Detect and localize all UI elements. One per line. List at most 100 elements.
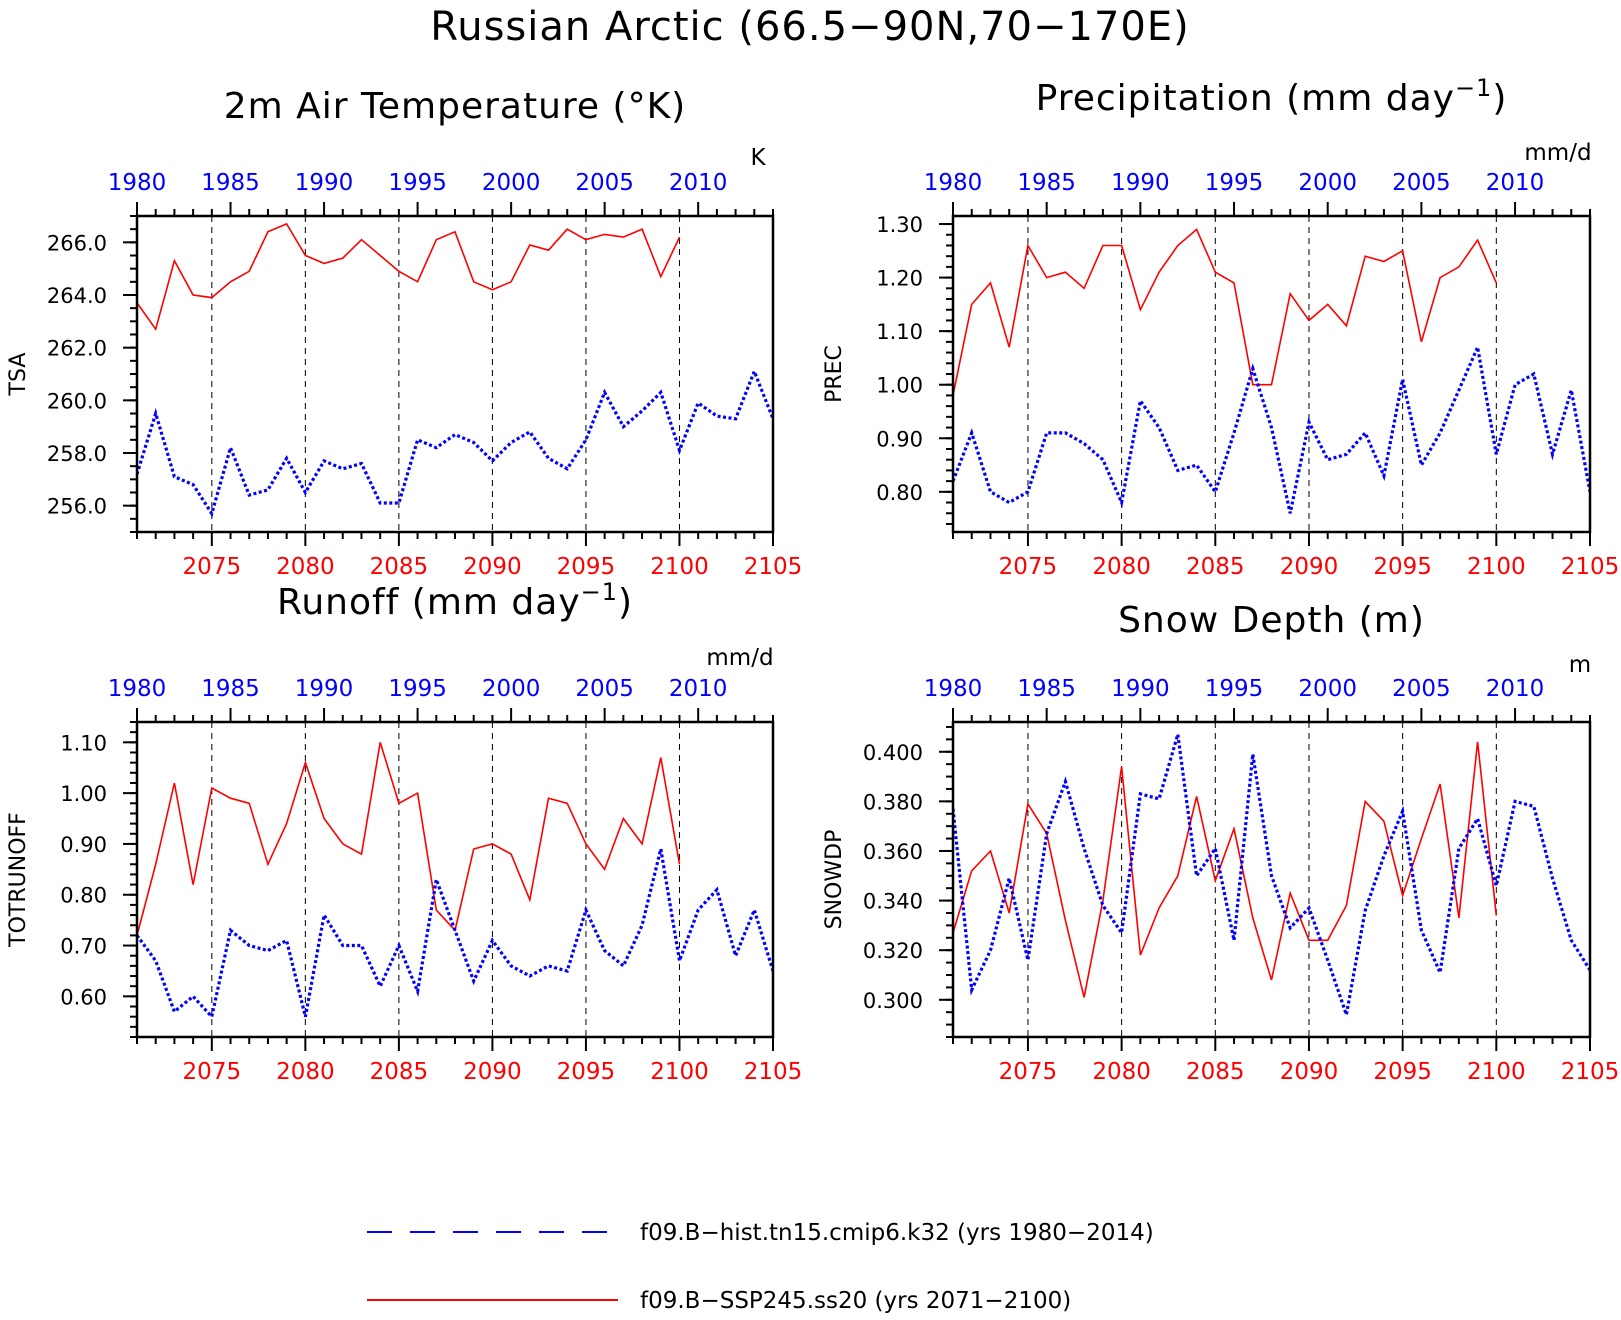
y-tick-label: 0.300 [863, 989, 923, 1013]
legend: f09.B−hist.tn15.cmip6.k32 (yrs 1980−2014… [367, 1220, 1154, 1314]
x-tick-label-top: 2010 [1486, 676, 1545, 702]
panel-precipitation: Precipitation (mm day−1) mm/d PREC 2075 2080… [822, 74, 1619, 580]
legend-label-future: f09.B−SSP245.ss20 (yrs 2071−2100) [640, 1288, 1071, 1314]
y-tick-label: 0.90 [876, 427, 923, 451]
x-tick-label-bottom: 2080 [276, 554, 335, 580]
x-tick-label-top: 2010 [669, 676, 728, 702]
y-tick-label: 266.0 [47, 231, 107, 255]
x-tick-label-bottom: 2085 [1186, 554, 1245, 580]
y-tick-label: 0.80 [876, 481, 923, 505]
y-tick-label: 258.0 [47, 442, 107, 466]
series-line-historical [137, 371, 773, 513]
panel-title-superscript: −1 [581, 578, 618, 606]
panel-title-main: Runoff (mm day [277, 582, 581, 623]
x-tick-label-top: 1995 [1205, 170, 1264, 196]
x-tick-label-bottom: 2075 [999, 554, 1058, 580]
series-line-future [953, 229, 1496, 395]
series-line-future [137, 742, 680, 935]
y-tick-label: 0.380 [863, 790, 923, 814]
x-tick-label-bottom: 2090 [463, 554, 522, 580]
y-tick-label: 262.0 [47, 337, 107, 361]
y-tick-label: 256.0 [47, 495, 107, 519]
plot-frame [137, 216, 773, 532]
y-tick-label: 0.400 [863, 741, 923, 765]
x-tick-label-top: 2010 [1486, 170, 1545, 196]
x-tick-label-bottom: 2075 [183, 1059, 242, 1085]
units-label: m [1569, 652, 1591, 678]
units-label: mm/d [1524, 140, 1591, 166]
y-tick-label: 0.340 [863, 890, 923, 914]
x-tick-label-top: 1990 [1111, 170, 1170, 196]
panel-snow-depth: Snow Depth (m) m SNOWDP 2075 2080 2085 2090 209… [822, 600, 1619, 1085]
x-tick-label-top: 1995 [388, 676, 447, 702]
series-line-historical [953, 347, 1590, 513]
plot-frame [137, 722, 773, 1037]
y-tick-label: 264.0 [47, 284, 107, 308]
x-tick-label-top: 1980 [108, 676, 167, 702]
panel-title: 2m Air Temperature (°K) [224, 86, 686, 127]
x-tick-label-top: 1995 [1205, 676, 1264, 702]
x-tick-label-bottom: 2080 [276, 1059, 335, 1085]
figure: Russian Arctic (66.5−90N,70−170E) 2m Air… [0, 0, 1621, 1320]
x-tick-label-bottom: 2105 [744, 1059, 803, 1085]
y-tick-label: 1.00 [876, 374, 923, 398]
panel-title-end: ) [1492, 78, 1507, 119]
x-tick-label-top: 2000 [1298, 170, 1357, 196]
x-tick-label-bottom: 2100 [650, 1059, 709, 1085]
x-tick-label-bottom: 2100 [1467, 554, 1526, 580]
main-title: Russian Arctic (66.5−90N,70−170E) [430, 4, 1190, 50]
x-tick-label-bottom: 2085 [370, 1059, 429, 1085]
panel-title-end: ) [618, 582, 633, 623]
panel-title-superscript: −1 [1455, 74, 1492, 102]
panel-title: Runoff (mm day−1) [277, 578, 633, 623]
units-label: K [750, 145, 766, 171]
x-tick-label-top: 1990 [295, 170, 354, 196]
x-tick-label-bottom: 2095 [1373, 1059, 1432, 1085]
x-tick-label-top: 1990 [1111, 676, 1170, 702]
y-tick-label: 0.80 [60, 884, 107, 908]
y-tick-label: 0.320 [863, 939, 923, 963]
x-tick-label-bottom: 2100 [1467, 1059, 1526, 1085]
y-tick-label: 260.0 [47, 389, 107, 413]
y-tick-label: 0.360 [863, 840, 923, 864]
y-tick-label: 1.10 [60, 731, 107, 755]
x-tick-label-bottom: 2075 [999, 1059, 1058, 1085]
x-tick-label-top: 2010 [669, 170, 728, 196]
x-tick-label-bottom: 2105 [1561, 554, 1620, 580]
x-tick-label-bottom: 2095 [557, 1059, 616, 1085]
y-tick-label: 1.00 [60, 782, 107, 806]
legend-label-historical: f09.B−hist.tn15.cmip6.k32 (yrs 1980−2014… [640, 1220, 1154, 1246]
x-tick-label-bottom: 2085 [370, 554, 429, 580]
x-tick-label-top: 2000 [482, 170, 541, 196]
x-tick-label-top: 2005 [1392, 676, 1451, 702]
x-tick-label-top: 1990 [295, 676, 354, 702]
series-line-historical [137, 849, 773, 1017]
x-tick-label-top: 2005 [575, 676, 634, 702]
x-tick-label-top: 2000 [1298, 676, 1357, 702]
y-axis-label: SNOWDP [822, 830, 847, 930]
units-label: mm/d [706, 645, 773, 671]
x-tick-label-top: 2000 [482, 676, 541, 702]
x-tick-label-top: 1985 [1017, 170, 1076, 196]
x-tick-label-bottom: 2090 [1280, 1059, 1339, 1085]
x-tick-label-top: 1980 [108, 170, 167, 196]
x-tick-label-bottom: 2095 [557, 554, 616, 580]
plot-frame [953, 216, 1590, 532]
x-tick-label-bottom: 2085 [1186, 1059, 1245, 1085]
panel-title-main: Precipitation (mm day [1036, 78, 1455, 119]
x-tick-label-top: 1995 [388, 170, 447, 196]
y-axis-label: TSA [6, 353, 31, 397]
x-tick-label-bottom: 2080 [1092, 1059, 1151, 1085]
x-tick-label-top: 2005 [575, 170, 634, 196]
y-tick-label: 0.70 [60, 935, 107, 959]
y-axis-label: PREC [822, 345, 847, 403]
x-tick-label-bottom: 2080 [1092, 554, 1151, 580]
y-axis-label: TOTRUNOFF [6, 812, 31, 948]
x-tick-label-bottom: 2105 [744, 554, 803, 580]
panel-title: Snow Depth (m) [1118, 600, 1425, 641]
panel-runoff: Runoff (mm day−1) mm/d TOTRUNOFF 2075 2080 20… [6, 578, 802, 1085]
y-tick-label: 1.30 [876, 213, 923, 237]
x-tick-label-top: 1980 [924, 170, 983, 196]
x-tick-label-bottom: 2075 [183, 554, 242, 580]
x-tick-label-bottom: 2105 [1561, 1059, 1620, 1085]
